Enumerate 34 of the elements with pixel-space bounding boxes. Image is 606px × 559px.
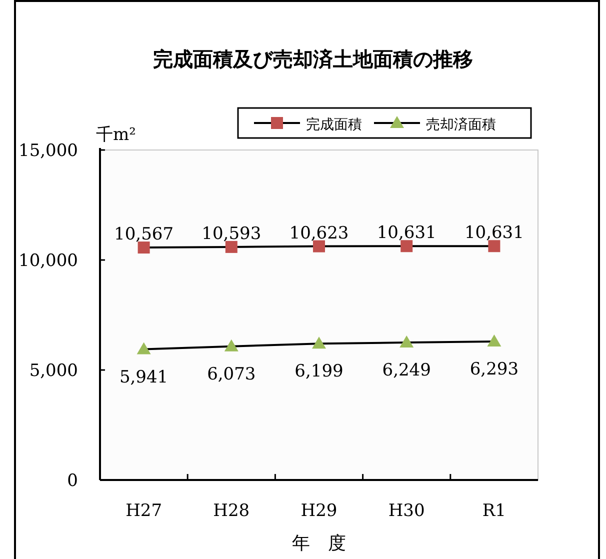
point (488, 240, 500, 252)
y-tick-label: 15,000 (18, 141, 78, 161)
chart-title: 完成面積及び売却済土地面積の推移 (153, 47, 473, 71)
x-tick-label: H28 (213, 501, 250, 521)
point (136, 342, 151, 354)
point (487, 334, 502, 347)
y-tick-label: 0 (67, 471, 78, 491)
x-tick-label: R1 (482, 501, 506, 521)
data-label: 10,631 (376, 223, 436, 244)
data-label: 6,249 (382, 360, 431, 381)
x-tick-label: H29 (300, 501, 338, 521)
point (224, 339, 238, 352)
data-label: 10,623 (289, 223, 349, 244)
x-tick-label: H27 (126, 501, 162, 521)
legend-label: 売却済面積 (426, 117, 496, 133)
x-tick-label: H30 (388, 501, 425, 521)
legend-label: 完成面積 (306, 117, 362, 133)
data-label: 6,073 (207, 364, 256, 384)
y-tick-label: 10,000 (18, 251, 78, 271)
data-label: 10,567 (114, 224, 174, 245)
point (225, 240, 238, 253)
data-label: 6,293 (470, 360, 519, 380)
data-label: 6,199 (294, 362, 344, 382)
data-label: 10,631 (464, 223, 524, 244)
x-axis-title: 年 度 (292, 533, 346, 554)
point (138, 242, 150, 254)
y-axis-title: 千m² (96, 125, 136, 145)
point (313, 240, 325, 252)
y-tick-label: 5,000 (29, 361, 78, 381)
point (312, 336, 326, 349)
data-label: 5,941 (119, 367, 168, 388)
point (400, 336, 414, 348)
data-label: 10,593 (202, 224, 262, 244)
point (400, 240, 413, 252)
